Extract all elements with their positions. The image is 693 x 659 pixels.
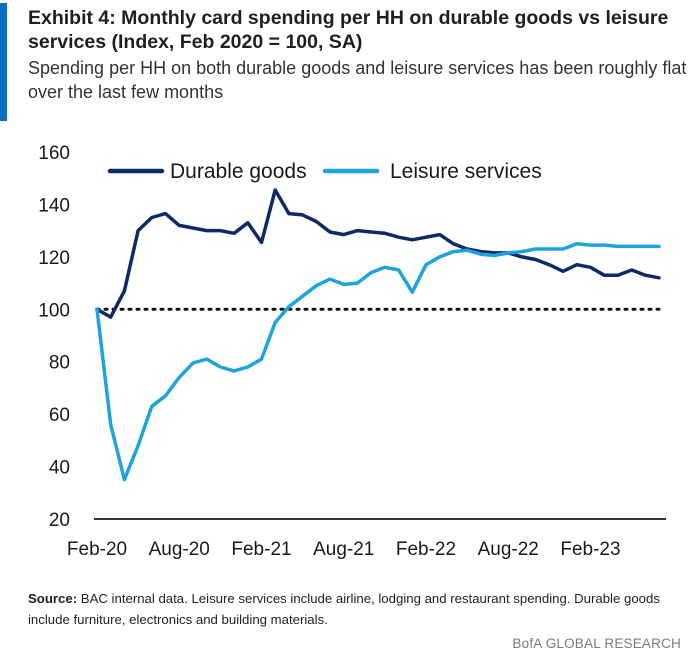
- y-tick-label: 40: [49, 458, 70, 479]
- accent-bar: [0, 3, 7, 121]
- x-tick-label: Feb-22: [396, 539, 456, 560]
- brand-label: BofA GLOBAL RESEARCH: [512, 636, 681, 651]
- y-tick-label: 160: [38, 143, 70, 164]
- source-label: Source:: [28, 591, 78, 606]
- x-tick-label: Feb-20: [67, 539, 127, 560]
- chart-footer: Source: BAC internal data. Leisure servi…: [28, 588, 668, 630]
- x-tick-label: Aug-21: [313, 539, 374, 560]
- y-tick-label: 60: [49, 405, 70, 426]
- y-tick-label: 80: [49, 353, 70, 374]
- line-chart: 20 40 60 80 100 120 140 160 Feb-20 Aug-20 Feb-21 Au…: [38, 143, 666, 560]
- x-tick-label: Aug-20: [149, 539, 210, 560]
- chart-subtitle: Spending per HH on both durable goods an…: [28, 58, 687, 102]
- chart-title: Exhibit 4: Monthly card spending per HH …: [28, 7, 669, 53]
- x-tick-label: Aug-22: [478, 539, 539, 560]
- chart-area: 20 40 60 80 100 120 140 160 Feb-20 Aug-20 Feb-21 Au…: [0, 130, 693, 580]
- legend-label-durable-goods: Durable goods: [170, 160, 307, 183]
- y-tick-label: 20: [49, 510, 70, 531]
- chart-header: Exhibit 4: Monthly card spending per HH …: [28, 6, 688, 104]
- x-tick-label: Feb-23: [560, 539, 620, 560]
- y-tick-label: 140: [38, 195, 70, 216]
- y-tick-label: 100: [38, 300, 70, 321]
- x-tick-label: Feb-21: [231, 539, 291, 560]
- y-tick-label: 120: [38, 248, 70, 269]
- series-line-leisure-services: [95, 242, 661, 482]
- series-line-durable-goods: [95, 188, 661, 319]
- source-text: BAC internal data. Leisure services incl…: [28, 591, 660, 627]
- legend-label-leisure-services: Leisure services: [390, 160, 542, 183]
